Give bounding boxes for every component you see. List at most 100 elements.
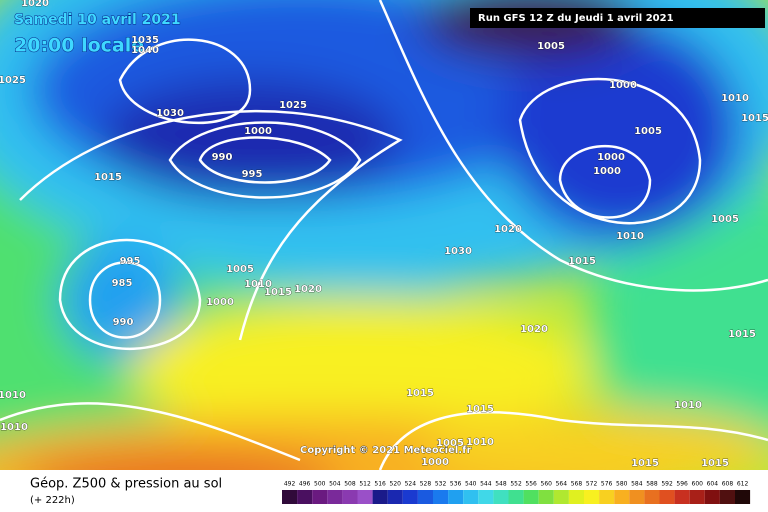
scale-swatch (387, 490, 403, 504)
scale-label: 608 (722, 481, 734, 488)
run-box (470, 8, 765, 28)
time: 20:00 locale (14, 35, 144, 57)
scale-label: 496 (299, 481, 311, 488)
isobar-label: 1010 (244, 279, 272, 290)
scale-label: 540 (465, 481, 477, 488)
isobar-label: 990 (113, 317, 134, 328)
scale-swatch (508, 490, 524, 504)
isobar-label: 1005 (537, 41, 565, 52)
scale-swatch (402, 490, 418, 504)
isobar-label: 995 (120, 256, 141, 267)
scale-swatch (372, 490, 388, 504)
isobar-label: 1025 (279, 100, 307, 111)
isobar-label: 1000 (597, 152, 625, 163)
isobar-label: 985 (112, 278, 133, 289)
isobar-label: 1015 (94, 172, 122, 183)
scale-swatch (704, 490, 720, 504)
isobar-label: 1015 (631, 458, 659, 469)
isobar-label: 1035 (131, 35, 159, 46)
isobar-label: 1010 (721, 93, 749, 104)
isobar-label: 1000 (421, 457, 449, 468)
scale-label: 524 (405, 481, 417, 488)
scale-label: 516 (374, 481, 386, 488)
scale-swatch (735, 490, 751, 504)
scale-label: 564 (556, 481, 568, 488)
scale-swatch (297, 490, 313, 504)
isobar-label: 1005 (226, 264, 254, 275)
isobar-label: 1015 (741, 113, 768, 124)
scale-label: 596 (676, 481, 688, 488)
scale-swatch (568, 490, 584, 504)
isobar-label: 1000 (593, 166, 621, 177)
isobar-label: 1020 (294, 284, 322, 295)
isobar-label: 1020 (520, 324, 548, 335)
isobar-label: 1015 (701, 458, 729, 469)
isobar-label: 1015 (728, 329, 756, 340)
scale-swatch (629, 490, 645, 504)
isobar-label: 1015 (264, 287, 292, 298)
scale-swatch (599, 490, 615, 504)
isobar-label: 1015 (406, 388, 434, 399)
scale-label: 520 (390, 481, 402, 488)
isobar-label: 1000 (244, 126, 272, 137)
isobar-label: 1015 (466, 404, 494, 415)
scale-label: 512 (359, 481, 371, 488)
scale-label: 556 (525, 481, 537, 488)
scale-label: 580 (616, 481, 628, 488)
scale-swatch (689, 490, 705, 504)
scale-swatch (493, 490, 509, 504)
scale-label: 536 (450, 481, 462, 488)
scale-swatch (659, 490, 675, 504)
scale-label: 612 (737, 481, 749, 488)
isobar-label: 1010 (616, 231, 644, 242)
scale-label: 508 (344, 481, 356, 488)
scale-swatch (674, 490, 690, 504)
scale-swatch (463, 490, 479, 504)
scale-swatch (478, 490, 494, 504)
scale-label: 504 (329, 481, 341, 488)
isobar-label: 1000 (609, 80, 637, 91)
scale-label: 592 (661, 481, 673, 488)
scale-label: 544 (480, 481, 492, 488)
footer-lead: (+ 222h) (30, 495, 75, 506)
scale-label: 584 (631, 481, 643, 488)
scale-swatch (523, 490, 539, 504)
scale-label: 500 (314, 481, 326, 488)
scale-swatch (433, 490, 449, 504)
isobar-label: 1005 (436, 438, 464, 449)
isobar-label: 1040 (131, 45, 159, 56)
copyright: Copyright © 2021 Meteociel.fr (300, 445, 471, 456)
scale-label: 568 (571, 481, 583, 488)
isobar-label: 1000 (206, 297, 234, 308)
scale-label: 552 (510, 481, 522, 488)
isobar-label: 1010 (466, 437, 494, 448)
run-info: Run GFS 12 Z du Jeudi 1 avril 2021 (478, 13, 674, 24)
scale-label: 548 (495, 481, 507, 488)
scale-swatch (448, 490, 464, 504)
scale-swatch (553, 490, 569, 504)
scale-swatch (417, 490, 433, 504)
isobar-label: 1030 (156, 108, 184, 119)
isobars (0, 0, 768, 470)
isobar-label: 1005 (711, 214, 739, 225)
scale-label: 492 (284, 481, 296, 488)
scale-swatch (282, 490, 298, 504)
scale-label: 588 (646, 481, 658, 488)
scale-label: 604 (707, 481, 719, 488)
isobar-label: 1010 (674, 400, 702, 411)
isobar-label: 1015 (568, 256, 596, 267)
scale-swatch (342, 490, 358, 504)
scale-label: 576 (601, 481, 613, 488)
isobar-label: 1010 (0, 390, 26, 401)
isobar-label: 1005 (634, 126, 662, 137)
scale-swatch (327, 490, 343, 504)
scale-label: 572 (586, 481, 598, 488)
isobar-label: 995 (242, 169, 263, 180)
scale-swatch (584, 490, 600, 504)
date: Samedi 10 avril 2021 (14, 12, 181, 28)
isobar-label: 1030 (444, 246, 472, 257)
isobar-label: 1020 (494, 224, 522, 235)
